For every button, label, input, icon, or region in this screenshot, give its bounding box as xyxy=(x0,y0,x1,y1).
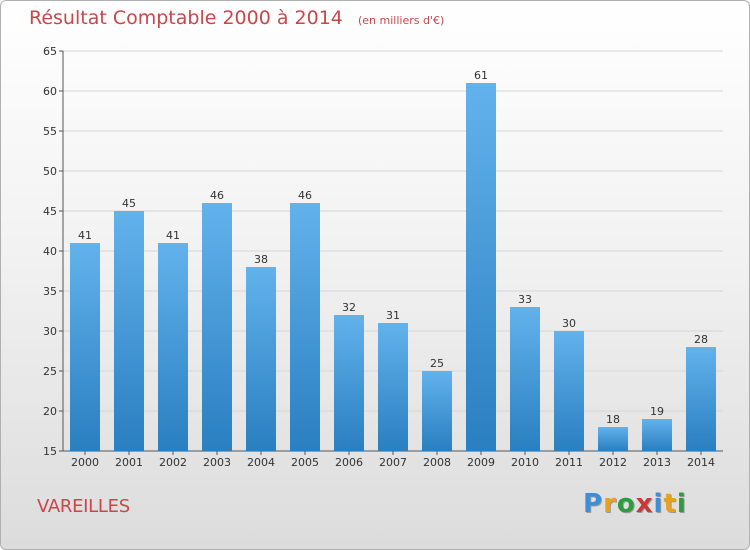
logo-letter: t xyxy=(663,489,677,519)
x-tick-label: 2012 xyxy=(599,456,627,469)
proxiti-logo[interactable]: Proxiti xyxy=(583,489,687,519)
bar xyxy=(202,203,232,451)
bar xyxy=(70,243,100,451)
bar xyxy=(598,427,628,451)
x-tick-label: 2004 xyxy=(247,456,275,469)
x-tick-label: 2001 xyxy=(115,456,143,469)
x-tick-label: 2007 xyxy=(379,456,407,469)
bar xyxy=(246,267,276,451)
data-label: 33 xyxy=(518,293,532,306)
bar xyxy=(334,315,364,451)
y-tick-label: 55 xyxy=(43,125,57,138)
x-tick-label: 2010 xyxy=(511,456,539,469)
data-label: 45 xyxy=(122,197,136,210)
data-label: 46 xyxy=(210,189,224,202)
x-tick-label: 2006 xyxy=(335,456,363,469)
bar xyxy=(686,347,716,451)
data-label: 32 xyxy=(342,301,356,314)
logo-letter: o xyxy=(616,489,636,519)
y-tick-label: 20 xyxy=(43,405,57,418)
data-label: 61 xyxy=(474,69,488,82)
logo-letter: i xyxy=(676,489,687,519)
data-label: 31 xyxy=(386,309,400,322)
chart-title: Résultat Comptable 2000 à 2014 xyxy=(29,7,343,29)
chart-title-block: Résultat Comptable 2000 à 2014 (en milli… xyxy=(29,7,444,29)
bar xyxy=(290,203,320,451)
x-tick-label: 2003 xyxy=(203,456,231,469)
bar xyxy=(114,211,144,451)
x-tick-label: 2008 xyxy=(423,456,451,469)
data-label: 41 xyxy=(78,229,92,242)
bar xyxy=(158,243,188,451)
y-tick-label: 40 xyxy=(43,245,57,258)
bar xyxy=(510,307,540,451)
data-label: 30 xyxy=(562,317,576,330)
logo-letter: r xyxy=(603,489,617,519)
x-tick-label: 2005 xyxy=(291,456,319,469)
commune-name: VAREILLES xyxy=(37,496,130,517)
unit-label: (en milliers d'€) xyxy=(357,14,445,27)
y-tick-label: 65 xyxy=(43,45,57,58)
y-tick-label: 50 xyxy=(43,165,57,178)
data-label: 28 xyxy=(694,333,708,346)
y-tick-label: 45 xyxy=(43,205,57,218)
bar xyxy=(466,83,496,451)
y-tick-label: 15 xyxy=(43,445,57,458)
bar xyxy=(554,331,584,451)
y-tick-label: 35 xyxy=(43,285,57,298)
data-label: 46 xyxy=(298,189,312,202)
x-tick-label: 2009 xyxy=(467,456,495,469)
x-tick-label: 2011 xyxy=(555,456,583,469)
y-tick-label: 60 xyxy=(43,85,57,98)
logo-letter: P xyxy=(583,489,604,519)
x-tick-label: 2000 xyxy=(71,456,99,469)
x-tick-label: 2002 xyxy=(159,456,187,469)
y-tick-label: 30 xyxy=(43,325,57,338)
logo-letter: x xyxy=(635,489,654,519)
bar xyxy=(642,419,672,451)
data-label: 19 xyxy=(650,405,664,418)
y-tick-label: 25 xyxy=(43,365,57,378)
bar xyxy=(378,323,408,451)
data-label: 41 xyxy=(166,229,180,242)
x-tick-label: 2014 xyxy=(687,456,715,469)
bar xyxy=(422,371,452,451)
data-label: 25 xyxy=(430,357,444,370)
logo-letter: i xyxy=(653,489,664,519)
data-label: 18 xyxy=(606,413,620,426)
data-label: 38 xyxy=(254,253,268,266)
x-tick-label: 2013 xyxy=(643,456,671,469)
